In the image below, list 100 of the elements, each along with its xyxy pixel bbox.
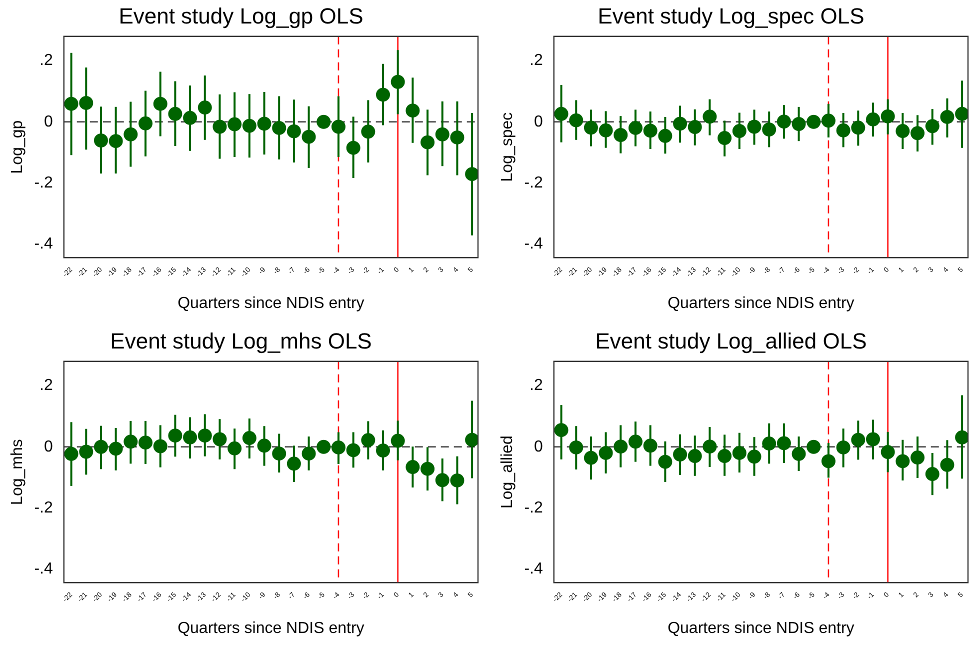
point — [792, 446, 806, 461]
point — [569, 440, 584, 454]
point — [153, 439, 168, 454]
point — [331, 120, 346, 134]
point — [286, 456, 301, 471]
point — [584, 450, 598, 465]
y-tick-label: .2 — [530, 377, 543, 394]
point — [450, 130, 464, 144]
point — [346, 140, 360, 155]
point — [718, 449, 732, 464]
point — [955, 430, 968, 444]
y-tick-label: 0 — [44, 113, 53, 130]
point — [776, 114, 791, 129]
point — [762, 122, 776, 136]
y-tick-label: .2 — [40, 52, 53, 70]
point — [376, 444, 390, 458]
y-tick-label: -.2 — [524, 499, 543, 516]
point — [866, 112, 880, 126]
point — [880, 445, 895, 460]
point — [880, 109, 895, 124]
y-axis-title: Log_spec — [499, 112, 516, 182]
y-tick-label: -.2 — [34, 499, 53, 516]
point — [435, 127, 450, 142]
chart-title: Event study Log_spec OLS — [598, 3, 864, 28]
point — [688, 449, 702, 464]
point — [124, 434, 138, 449]
point — [821, 454, 836, 468]
point — [925, 119, 940, 134]
point — [628, 434, 643, 449]
point — [643, 438, 658, 453]
point — [806, 440, 821, 454]
point — [153, 96, 168, 111]
point — [212, 432, 227, 446]
point — [806, 114, 821, 129]
point — [836, 123, 850, 138]
y-axis-title: Log_mhs — [9, 439, 26, 505]
point — [673, 116, 688, 131]
point — [228, 441, 242, 456]
chart-title: Event study Log_gp OLS — [118, 3, 364, 28]
point — [64, 96, 78, 111]
point — [762, 436, 776, 451]
point — [688, 120, 702, 134]
point — [598, 123, 613, 138]
point — [584, 120, 598, 135]
point — [257, 438, 272, 453]
point — [94, 133, 108, 148]
y-tick-label: .2 — [530, 52, 543, 70]
point — [302, 130, 316, 144]
point — [198, 100, 212, 115]
point — [168, 106, 182, 121]
y-tick-label: .2 — [40, 377, 53, 394]
point — [361, 433, 376, 448]
y-tick-label: -.2 — [34, 174, 53, 192]
point — [406, 104, 420, 118]
point — [331, 440, 346, 454]
point — [776, 436, 791, 450]
point — [925, 467, 940, 482]
point — [346, 443, 360, 458]
point — [747, 450, 762, 464]
y-tick-label: -.4 — [524, 560, 543, 578]
point — [302, 446, 316, 461]
x-axis-title: Quarters since NDIS entry — [668, 294, 854, 312]
point — [896, 124, 910, 138]
chart-title: Event study Log_mhs OLS — [110, 328, 372, 354]
point — [851, 432, 866, 447]
chart-title: Event study Log_allied OLS — [595, 328, 867, 354]
point — [390, 434, 405, 448]
x-axis-title: Quarters since NDIS entry — [178, 294, 364, 312]
point — [183, 430, 198, 444]
point — [465, 432, 478, 447]
point — [64, 446, 78, 461]
point — [286, 124, 301, 138]
point — [420, 462, 435, 476]
point — [376, 88, 390, 102]
point — [450, 473, 464, 488]
y-tick-label: 0 — [44, 438, 53, 456]
point — [361, 124, 376, 139]
point — [108, 134, 123, 148]
y-axis-title: Log_allied — [499, 436, 516, 509]
point — [658, 454, 672, 469]
y-axis-title: Log_gp — [9, 120, 26, 174]
point — [955, 106, 968, 121]
point — [316, 440, 331, 454]
point — [569, 113, 584, 128]
point — [747, 120, 762, 134]
y-tick-label: 0 — [534, 113, 543, 130]
point — [614, 440, 628, 454]
point — [198, 428, 212, 443]
point — [866, 432, 880, 446]
point — [658, 128, 672, 143]
point — [257, 116, 272, 131]
point — [138, 116, 153, 130]
point — [732, 446, 746, 460]
point — [821, 114, 836, 128]
x-axis-title: Quarters since NDIS entry — [178, 620, 364, 637]
point — [554, 423, 568, 438]
y-tick-label: -.2 — [524, 174, 543, 192]
point — [702, 440, 717, 454]
point — [242, 431, 256, 446]
point — [272, 446, 286, 461]
